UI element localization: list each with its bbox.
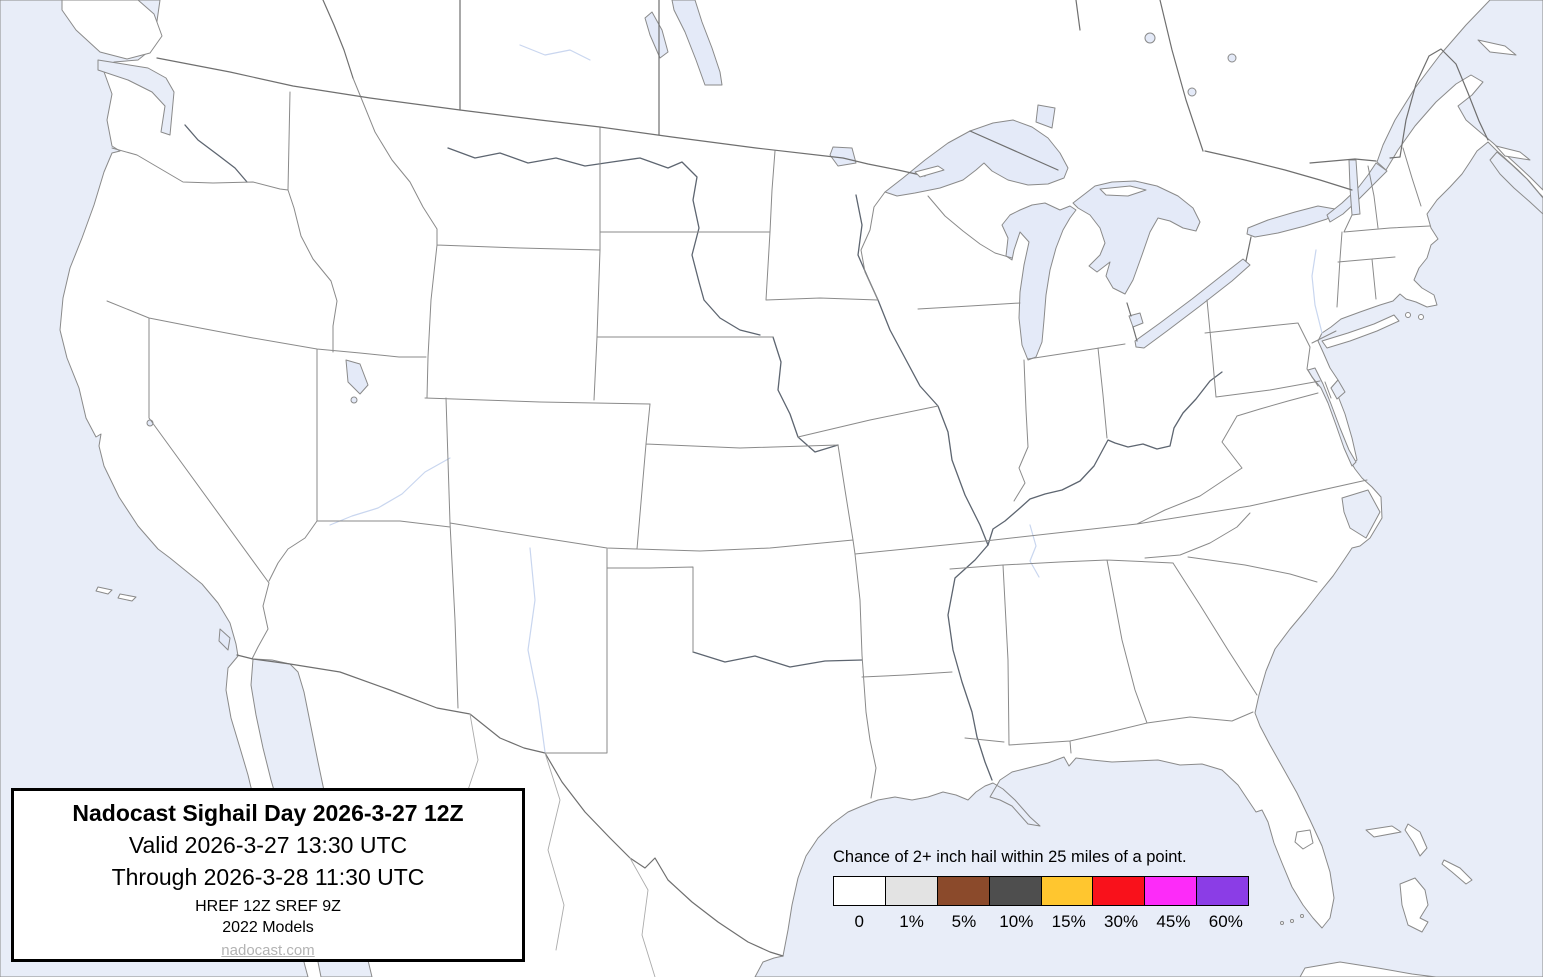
legend-swatch-row (833, 876, 1249, 906)
lake-michigan (1001, 202, 1077, 361)
forecast-valid-time: Valid 2026-3-27 13:30 UTC (128, 832, 408, 859)
isle-royale (914, 165, 945, 178)
abaco-island (1404, 823, 1428, 857)
florida-key-2 (1290, 919, 1294, 923)
red-river (692, 651, 863, 668)
forecast-title: Nadocast Sighail Day 2026-3-27 12Z (72, 800, 464, 826)
legend-label-5%: 5% (951, 912, 977, 931)
legend-swatch-15% (1041, 877, 1094, 905)
ohio-river (987, 371, 1223, 546)
legend-label-0: 0 (854, 912, 864, 931)
lake-huron (1072, 180, 1201, 295)
lake-okeechobee (1294, 829, 1314, 850)
florida-key-1 (1300, 914, 1304, 918)
superior-border-chord (969, 130, 1059, 171)
legend-label-60%: 60% (1208, 912, 1243, 931)
us-canada-border (156, 57, 926, 177)
marthas-vineyard (1405, 312, 1411, 318)
faint-rivers (329, 44, 1323, 753)
lake-ontario (1246, 205, 1336, 238)
eleuthera-island (1441, 859, 1473, 885)
pamlico-sound (1341, 489, 1381, 539)
legend-swatch-45% (1145, 877, 1198, 905)
lake-of-the-woods (829, 146, 857, 167)
legend-swatch-5% (937, 877, 990, 905)
legend-label-row: 0 1% 5% 10% 15% 30% 45% 60% (833, 912, 1252, 932)
prince-edward-island (1495, 145, 1531, 161)
lake-st-clair (1128, 312, 1144, 328)
lake-nipigon (1035, 104, 1056, 129)
missouri-river-border (772, 336, 839, 453)
andros-island (1399, 877, 1429, 933)
chesapeake-bay (1307, 367, 1357, 467)
legend-label-1%: 1% (899, 912, 924, 931)
forecast-through-time: Through 2026-3-28 11:30 UTC (111, 864, 425, 891)
probability-legend: Chance of 2+ inch hail within 25 miles o… (833, 848, 1252, 932)
quebec-lake-1 (1144, 32, 1156, 44)
legend-label-45%: 45% (1156, 912, 1191, 931)
legend-swatch-1% (885, 877, 938, 905)
lake-manitoba (644, 11, 669, 59)
delaware-bay (1330, 379, 1346, 400)
legend-swatch-30% (1093, 877, 1146, 905)
nantucket (1418, 314, 1424, 320)
florida-key-3 (1280, 921, 1284, 925)
ontario-quebec-border (1159, 0, 1353, 191)
long-island (1321, 314, 1400, 349)
atlantic-and-gulf (754, 141, 1543, 977)
legend-swatch-60% (1197, 877, 1248, 905)
columbia-river (184, 124, 248, 183)
legend-caption: Chance of 2+ inch hail within 25 miles o… (833, 848, 1187, 866)
puget-sound (97, 59, 175, 136)
vancouver-island (61, 0, 163, 60)
lake-winnipeg (671, 0, 723, 86)
detroit-niagara-links (1126, 236, 1252, 342)
nadocast-site-link: nadocast.com (221, 941, 315, 959)
forecast-title-box: Nadocast Sighail Day 2026-3-27 12Z Valid… (11, 788, 525, 962)
forecast-models-year: 2022 Models (222, 919, 314, 937)
country-borders (156, 0, 1489, 957)
lake-superior (884, 119, 1069, 197)
quebec-lake-2 (1187, 87, 1197, 97)
legend-swatch-10% (989, 877, 1042, 905)
utah-lake (350, 396, 358, 404)
islands-layer (61, 0, 1531, 977)
cuba-coast (1299, 961, 1437, 977)
lake-erie (1134, 258, 1251, 349)
channel-islands (95, 586, 137, 602)
border-45n-and-maine (1309, 48, 1489, 164)
great-salt-lake (345, 359, 369, 395)
lake-champlain (1348, 159, 1361, 216)
bay-of-fundy (1489, 151, 1543, 215)
legend-label-10%: 10% (999, 912, 1034, 931)
missouri-river (447, 147, 761, 336)
anticosti-island (1477, 39, 1517, 56)
lakes-layer (146, 0, 1388, 651)
salton-sea (218, 628, 231, 651)
legend-swatch-0 (834, 877, 886, 905)
grand-bahama (1365, 825, 1402, 838)
state-borders (106, 77, 1431, 799)
canada-province-borders (322, 0, 1081, 136)
legend-label-15%: 15% (1051, 912, 1086, 931)
quebec-lake-3 (1227, 53, 1237, 63)
legend-label-30%: 30% (1104, 912, 1139, 931)
us-mexico-border (236, 654, 784, 957)
forecast-models: HREF 12Z SREF 9Z (195, 898, 341, 916)
manitoulin-island (1099, 185, 1147, 197)
